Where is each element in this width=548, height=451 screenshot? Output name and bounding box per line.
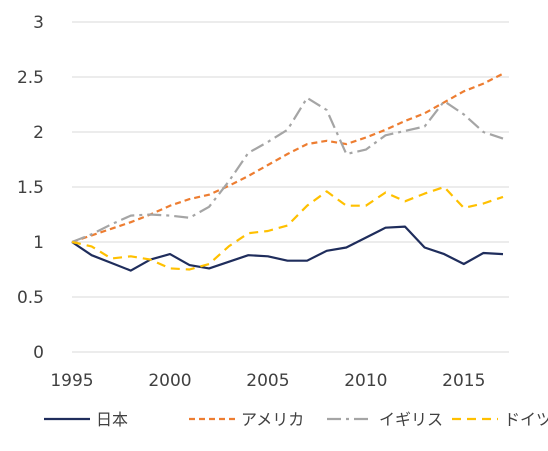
y-tick-label: 2 — [33, 123, 44, 143]
legend-label-3: ドイツ — [504, 410, 548, 429]
series-lines — [71, 72, 504, 272]
x-axis-ticks: 1995 2000 2005 2010 2015 — [50, 371, 485, 391]
x-tick-label: 1995 — [50, 371, 93, 391]
x-tick-label: 2015 — [442, 371, 485, 391]
y-tick-label: 0.5 — [17, 288, 44, 308]
series-line-1 — [71, 72, 504, 244]
series-line-3 — [71, 185, 504, 271]
legend: 日本 アメリカ イギリス ドイツ — [44, 410, 548, 429]
x-tick-label: 2010 — [344, 371, 387, 391]
y-tick-label: 1 — [33, 233, 44, 253]
gridlines — [72, 21, 509, 353]
y-tick-label: 2.5 — [17, 68, 44, 88]
y-axis-ticks: 0 0.5 1 1.5 2 2.5 3 — [17, 13, 44, 363]
series-line-2 — [71, 96, 504, 244]
y-tick-label: 3 — [33, 13, 44, 33]
legend-label-2: イギリス — [379, 410, 443, 429]
x-tick-label: 2005 — [246, 371, 289, 391]
x-tick-label: 2000 — [148, 371, 191, 391]
series-line-0 — [71, 225, 504, 272]
y-tick-label: 1.5 — [17, 178, 44, 198]
y-tick-label: 0 — [33, 343, 44, 363]
legend-label-0: 日本 — [96, 410, 128, 429]
legend-label-1: アメリカ — [241, 410, 304, 429]
